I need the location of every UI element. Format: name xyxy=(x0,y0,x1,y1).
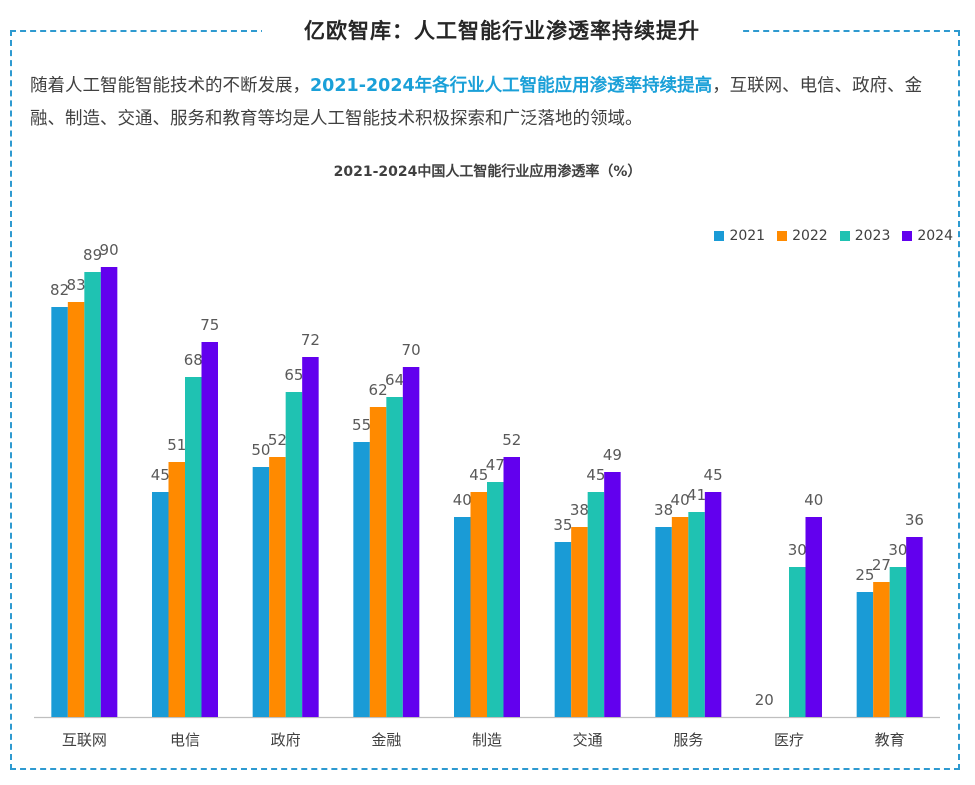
data-label-2024-4: 52 xyxy=(502,431,521,449)
legend-label-2023: 2023 xyxy=(854,228,891,244)
bar-2024-3 xyxy=(402,367,420,717)
bar-2021-6 xyxy=(655,527,672,717)
bar-2024-2 xyxy=(302,357,319,717)
data-label-2021-2: 50 xyxy=(251,441,270,459)
category-label-0: 互联网 xyxy=(62,731,107,749)
bar-2022-4 xyxy=(470,492,487,717)
data-label-2021-1: 45 xyxy=(151,466,170,484)
intro-text-1: 随着人工智能智能技术的不断发展， xyxy=(30,76,310,96)
data-label-2023-5: 45 xyxy=(586,466,605,484)
bar-2024-1 xyxy=(201,342,218,717)
data-label-2024-8: 36 xyxy=(905,511,924,529)
legend-item-2023: 2023 xyxy=(839,228,891,244)
bar-2023-6 xyxy=(688,512,705,717)
data-label-2022-3: 62 xyxy=(369,381,388,399)
bar-2021-5 xyxy=(554,542,572,717)
legend-item-2022: 2022 xyxy=(777,228,828,244)
data-label-2021-0: 82 xyxy=(50,281,69,299)
data-label-2024-6: 45 xyxy=(704,466,723,484)
data-label-2024-1: 75 xyxy=(200,316,219,334)
data-label-2022-1: 51 xyxy=(167,436,186,454)
intro-paragraph: 随着人工智能智能技术的不断发展，2021-2024年各行业人工智能应用渗透率持续… xyxy=(30,70,950,136)
legend-label-2024: 2024 xyxy=(917,228,953,244)
category-label-3: 金融 xyxy=(371,731,401,749)
category-label-8: 教育 xyxy=(875,731,905,749)
bar-2021-2 xyxy=(252,467,270,717)
category-label-1: 电信 xyxy=(170,731,200,749)
bar-2021-8 xyxy=(856,592,874,717)
legend-item-2021: 2021 xyxy=(714,228,765,244)
bar-2022-6 xyxy=(671,517,689,717)
legend-label-2021: 2021 xyxy=(729,228,766,244)
bar-2023-0 xyxy=(84,272,101,717)
data-label-2021-5: 35 xyxy=(553,516,572,534)
chart-title: 2021-2024中国人工智能行业应用渗透率（%） xyxy=(333,164,642,180)
bar-2023-5 xyxy=(587,492,605,717)
bar-2021-3 xyxy=(353,442,370,717)
bar-2023-8 xyxy=(889,567,907,717)
data-label-2022-4: 45 xyxy=(469,466,488,484)
data-label-2023-2: 65 xyxy=(284,366,303,384)
data-label-2023-4: 47 xyxy=(486,456,505,474)
bar-2024-6 xyxy=(704,492,722,717)
data-label-2022-2: 52 xyxy=(268,431,287,449)
bar-2022-2 xyxy=(269,457,286,717)
bar-2023-7 xyxy=(789,567,806,717)
legend-swatch-2022 xyxy=(777,231,788,241)
bar-2024-4 xyxy=(503,457,520,717)
bar-2021-1 xyxy=(152,492,169,717)
legend-swatch-2024 xyxy=(902,231,913,241)
data-label-2024-3: 70 xyxy=(402,341,421,359)
data-label-2023-0: 89 xyxy=(83,246,102,264)
bar-2022-1 xyxy=(168,462,185,717)
intro-highlight: 2021-2024年各行业人工智能应用渗透率持续提高 xyxy=(310,76,713,96)
data-label-2023-6: 41 xyxy=(687,486,706,504)
intro-text-2: ，互联网、电信、政府、金融、制造、交通、服务和教育等均是人工智能技术积极探索和广… xyxy=(30,76,923,129)
category-label-6: 服务 xyxy=(673,731,703,749)
bar-2024-0 xyxy=(100,267,118,717)
category-label-4: 制造 xyxy=(472,731,502,749)
data-label-2021-4: 40 xyxy=(453,491,472,509)
data-label-2021-3: 55 xyxy=(352,416,371,434)
category-label-7: 医疗 xyxy=(774,731,804,749)
category-label-5: 交通 xyxy=(573,731,603,749)
bar-2022-8 xyxy=(873,582,890,717)
data-label-extra-0: 20 xyxy=(755,691,774,709)
data-label-2022-8: 27 xyxy=(872,556,891,574)
bar-2022-3 xyxy=(369,407,387,717)
bar-2024-7 xyxy=(805,517,822,717)
bar-2021-4 xyxy=(454,517,471,717)
data-label-2024-5: 49 xyxy=(603,446,622,464)
data-label-2022-0: 83 xyxy=(67,276,86,294)
data-label-2024-2: 72 xyxy=(301,331,320,349)
data-label-2023-3: 64 xyxy=(385,371,404,389)
legend-label-2022: 2022 xyxy=(792,228,828,244)
bar-2023-3 xyxy=(386,397,403,717)
data-label-2021-8: 25 xyxy=(855,566,874,584)
bar-2023-4 xyxy=(487,482,504,717)
bar-2023-2 xyxy=(285,392,303,717)
header-banner: 亿欧智库：人工智能行业渗透率持续提升 xyxy=(262,14,742,48)
category-label-2: 政府 xyxy=(271,731,301,749)
bar-2021-0 xyxy=(51,307,68,717)
data-label-2023-8: 30 xyxy=(888,541,907,559)
data-label-2021-6: 38 xyxy=(654,501,673,519)
bar-2022-0 xyxy=(67,302,85,717)
data-label-2024-7: 40 xyxy=(804,491,823,509)
legend-swatch-2021 xyxy=(714,231,725,241)
bar-2022-5 xyxy=(571,527,588,717)
bar-2024-8 xyxy=(906,537,923,717)
data-label-2024-0: 90 xyxy=(100,241,119,259)
chart-legend: 2021 2022 2023 2024 xyxy=(714,228,953,244)
legend-item-2024: 2024 xyxy=(902,228,953,244)
bar-2024-5 xyxy=(604,472,621,717)
data-label-2022-5: 38 xyxy=(570,501,589,519)
data-label-2023-7: 30 xyxy=(788,541,807,559)
page-title: 亿欧智库：人工智能行业渗透率持续提升 xyxy=(304,19,700,43)
data-label-2022-6: 40 xyxy=(671,491,690,509)
data-label-2023-1: 68 xyxy=(184,351,203,369)
legend-swatch-2023 xyxy=(839,231,850,241)
bar-2023-1 xyxy=(185,377,202,717)
